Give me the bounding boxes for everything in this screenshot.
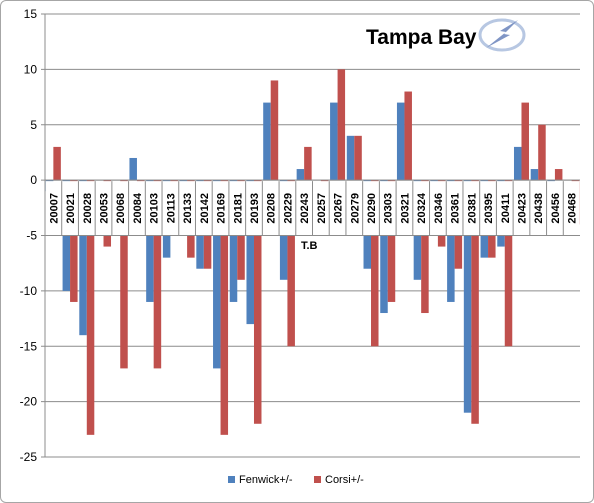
bar-corsi [270, 80, 279, 181]
category-label: 20381 [466, 193, 478, 224]
category-label: 20279 [349, 193, 361, 224]
bar-corsi [253, 180, 262, 424]
y-tick-label: 5 [30, 118, 37, 132]
category-label: 20103 [149, 193, 161, 224]
bar-fenwick [79, 180, 87, 336]
category-label: 20113 [165, 193, 177, 223]
label-layer: 15 10 5 0 -5 -10 -15 -20 -25 20007 20021 20028 20053… [20, 7, 580, 464]
bar-corsi [421, 180, 429, 314]
bar-corsi [538, 124, 546, 181]
category-label: 20181 [232, 193, 244, 224]
bar-corsi [371, 180, 379, 347]
category-label: 20290 [366, 193, 378, 224]
category-label: 20142 [199, 193, 211, 224]
bar-corsi [354, 135, 362, 181]
y-tick-label: 10 [24, 62, 38, 76]
category-label: 20438 [533, 193, 545, 224]
bar-fenwick [129, 157, 137, 181]
tb-annotation: T.B [301, 240, 318, 252]
y-tick-label: -20 [20, 395, 38, 409]
legend-label: Fenwick+/- [239, 474, 293, 486]
category-label: 20321 [399, 193, 411, 224]
bar-corsi [337, 69, 346, 181]
bar-fenwick [229, 180, 238, 302]
bar-fenwick [463, 180, 472, 413]
category-label: 20193 [249, 193, 261, 224]
category-label: 20303 [383, 193, 395, 224]
bar-fenwick [396, 102, 405, 181]
y-tick-label: -10 [20, 284, 38, 298]
bar-corsi [304, 146, 312, 181]
bar-fenwick [513, 146, 522, 181]
bar-fenwick [447, 180, 455, 302]
bar-corsi [86, 180, 95, 435]
bar-corsi [153, 180, 162, 369]
category-label: 20229 [282, 193, 294, 224]
bar-corsi [220, 180, 229, 435]
category-label: 20257 [316, 193, 328, 224]
legend: Fenwick+/- Corsi+/- [228, 474, 364, 486]
category-label: 20007 [48, 193, 60, 224]
bar-corsi [554, 169, 563, 181]
category-label: 20361 [450, 193, 462, 224]
bar-corsi [387, 180, 396, 302]
bar-corsi [287, 180, 295, 347]
bar-layer [45, 69, 580, 435]
category-label: 20021 [65, 193, 77, 224]
bar-corsi [120, 180, 128, 369]
bar-corsi [53, 146, 61, 181]
category-label: 20468 [567, 193, 579, 224]
category-label: 20084 [132, 192, 144, 223]
bar-fenwick [330, 102, 338, 181]
bar-fenwick [346, 135, 355, 181]
legend-swatch [314, 476, 321, 483]
bar-fenwick [146, 180, 154, 302]
bar-corsi [471, 180, 479, 424]
bar-fenwick [246, 180, 254, 325]
y-tick-label: -15 [20, 339, 38, 353]
category-label: 20133 [182, 193, 194, 224]
y-tick-label: -5 [26, 229, 37, 243]
category-label: 20346 [433, 193, 445, 224]
bar-fenwick [530, 169, 539, 181]
y-tick-label: 15 [24, 7, 38, 21]
bar-corsi [504, 180, 513, 347]
bar-corsi [521, 102, 529, 181]
legend-swatch [228, 476, 235, 483]
bar-fenwick [213, 180, 221, 369]
category-label: 20423 [516, 193, 528, 224]
category-label: 20208 [266, 193, 278, 224]
chart-title: Tampa Bay [366, 26, 477, 49]
category-label: 20169 [216, 193, 228, 224]
legend-label: Corsi+/- [325, 474, 364, 486]
category-label: 20324 [416, 192, 428, 223]
lightning-bolt-logo-icon [478, 18, 526, 52]
grid-layer [45, 13, 580, 458]
category-label: 20456 [550, 193, 562, 224]
y-tick-label: 0 [30, 173, 37, 187]
bar-fenwick [296, 169, 305, 181]
category-label: 20068 [115, 193, 127, 224]
category-label: 20395 [483, 193, 495, 224]
y-tick-label: -25 [20, 450, 38, 464]
category-label: 20053 [99, 193, 111, 224]
bar-corsi [70, 180, 78, 302]
bar-corsi [404, 91, 412, 181]
bar-fenwick [380, 180, 388, 314]
category-label: 20028 [82, 193, 94, 224]
category-label: 20411 [500, 193, 512, 223]
bar-fenwick [263, 102, 271, 181]
category-label: 20267 [333, 193, 345, 224]
category-label: 20243 [299, 193, 311, 224]
